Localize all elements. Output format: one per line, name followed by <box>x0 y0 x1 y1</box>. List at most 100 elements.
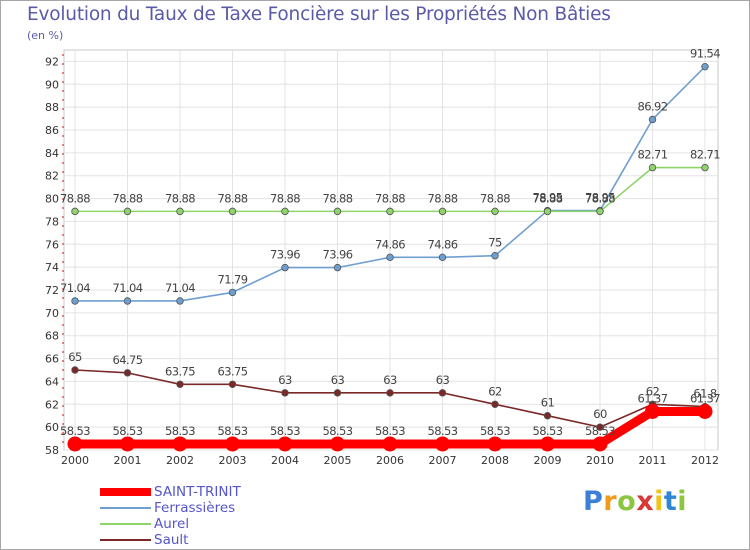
logo-letter: i <box>677 486 688 517</box>
y-tick-label: 92 <box>45 55 59 68</box>
proxiti-logo: Proxiti <box>583 486 687 517</box>
data-label: 63 <box>278 373 292 387</box>
legend-label: Ferrassières <box>154 500 236 516</box>
logo-letter: P <box>583 486 604 517</box>
data-label: 61 <box>541 396 555 410</box>
y-tick-label: 86 <box>45 124 59 137</box>
logo-letter: i <box>654 486 664 517</box>
y-tick-label: 74 <box>45 261 59 274</box>
x-tick-label: 2000 <box>61 454 89 467</box>
data-label: 71.04 <box>60 281 90 295</box>
data-point <box>176 207 184 216</box>
x-tick-label: 2002 <box>166 454 194 467</box>
chart-title: Evolution du Taux de Taxe Foncière sur l… <box>27 4 611 25</box>
y-tick-label: 88 <box>45 101 59 114</box>
data-point <box>592 436 608 452</box>
data-point <box>176 380 184 388</box>
logo-letter: o <box>617 486 637 517</box>
data-point <box>67 436 83 452</box>
x-tick-label: 2009 <box>534 454 562 467</box>
data-label: 78.88 <box>113 191 143 205</box>
data-point <box>543 412 552 420</box>
legend-label: SAINT-TRINIT <box>154 484 241 500</box>
data-label: 75 <box>488 236 502 250</box>
data-label: 73.96 <box>270 248 300 262</box>
y-tick-label: 82 <box>45 170 59 183</box>
data-point <box>701 62 709 71</box>
legend-label: Aurel <box>154 516 190 532</box>
x-tick-label: 2008 <box>481 454 509 467</box>
data-point <box>123 207 132 216</box>
data-label: 58.53 <box>165 424 195 438</box>
series-sault: 65 64.75 63.75 63.75 63 63 63 63 62 61 60 62 61.8 <box>68 350 717 431</box>
data-label: 62 <box>646 384 660 398</box>
x-tick-label: 2011 <box>639 454 667 467</box>
data-point <box>543 207 552 216</box>
data-label: 74.86 <box>375 237 405 251</box>
data-point <box>333 389 342 397</box>
data-point <box>386 253 394 262</box>
data-label: 61.37 <box>638 391 668 405</box>
data-point <box>123 369 132 377</box>
data-point <box>71 297 79 305</box>
data-label: 71.04 <box>113 281 143 295</box>
data-label: 86.92 <box>638 99 668 113</box>
data-label: 61.37 <box>690 391 720 405</box>
data-label: 58.53 <box>375 424 405 438</box>
data-label: 78.88 <box>428 191 458 205</box>
data-point <box>333 263 342 272</box>
data-point <box>228 380 237 388</box>
data-label: 58.53 <box>533 424 563 438</box>
data-point <box>386 389 394 397</box>
data-label: 60 <box>593 407 607 421</box>
data-label: 58.53 <box>480 424 510 438</box>
data-point <box>120 436 135 452</box>
data-point <box>596 423 604 431</box>
data-label: 78.95 <box>533 191 563 205</box>
y-tick-label: 72 <box>45 284 59 297</box>
y-tick-label: 64 <box>45 375 59 388</box>
data-point <box>701 163 709 172</box>
data-point <box>228 288 237 297</box>
data-point <box>491 400 499 408</box>
data-label: 82.71 <box>638 148 668 162</box>
y-tick-label: 68 <box>45 330 59 343</box>
series-saint-trinit: 58.53 58.53 58.53 58.53 58.53 58.53 58.53 58.53… <box>60 391 721 452</box>
y-tick-label: 58 <box>45 444 59 457</box>
data-point <box>281 207 289 216</box>
data-label: 58.53 <box>585 424 615 438</box>
data-label: 63 <box>331 373 345 387</box>
data-label: 71.04 <box>165 281 195 295</box>
data-label: 73.96 <box>323 248 353 262</box>
data-point <box>435 436 450 452</box>
data-label: 82.71 <box>690 148 720 162</box>
data-label: 78.88 <box>270 191 300 205</box>
y-tick-label: 80 <box>45 193 59 206</box>
data-point <box>386 207 394 216</box>
data-label: 64.75 <box>113 353 143 367</box>
series-aurel: 78.88 78.88 78.88 78.88 78.88 78.88 78.88 78.88… <box>60 148 721 216</box>
data-label: 78.88 <box>480 191 510 205</box>
data-point <box>438 253 447 262</box>
data-point <box>648 163 657 172</box>
data-label: 78.88 <box>165 191 195 205</box>
data-point <box>225 436 240 452</box>
data-point <box>123 297 132 305</box>
legend-swatch <box>100 539 151 541</box>
x-tick-label: 2004 <box>271 454 299 467</box>
y-tick-label: 84 <box>45 147 59 160</box>
data-label: 63 <box>436 373 450 387</box>
legend-swatch <box>100 507 151 509</box>
x-tick-label: 2006 <box>376 454 404 467</box>
data-point <box>71 366 79 374</box>
data-point <box>487 436 503 452</box>
data-label: 78.88 <box>375 191 405 205</box>
data-label: 58.53 <box>270 424 300 438</box>
data-label: 91.54 <box>690 47 720 61</box>
logo-letter: x <box>636 486 655 517</box>
data-label: 62 <box>488 384 502 398</box>
x-tick-label: 2003 <box>219 454 247 467</box>
x-tick-label: 2005 <box>324 454 352 467</box>
data-point <box>596 207 604 216</box>
data-label: 61.8 <box>693 387 716 401</box>
